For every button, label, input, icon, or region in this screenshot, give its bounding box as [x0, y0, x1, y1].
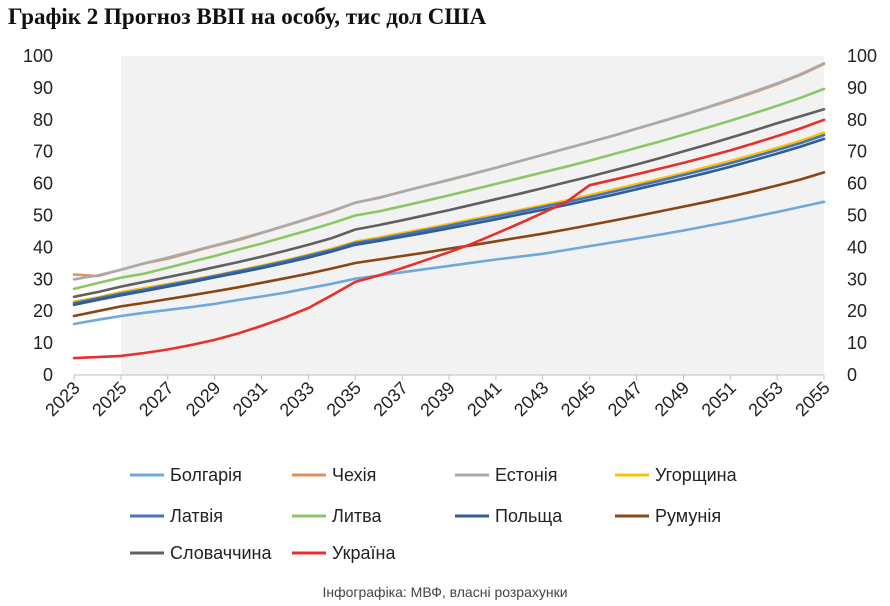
series-line-Литва [72, 87, 826, 291]
y-tick-label-left: 70 [33, 142, 53, 162]
y-tick-label-right: 60 [847, 174, 867, 194]
series-lines [72, 62, 826, 360]
x-tick-label: 2025 [88, 378, 130, 420]
y-tick-label-left: 0 [43, 365, 53, 385]
series-line-Латвія [72, 133, 826, 305]
y-tick-label-left: 100 [23, 46, 53, 66]
x-tick-label: 2047 [604, 378, 646, 420]
y-tick-label-left: 50 [33, 206, 53, 226]
y-tick-label-right: 0 [847, 365, 857, 385]
series-line-Румунія [72, 171, 826, 318]
source-note: Інфографіка: МВФ, власні розрахунки [322, 584, 568, 600]
x-tick-label: 2033 [276, 378, 318, 420]
legend-item: Болгарія [130, 465, 242, 485]
y-tick-label-right: 100 [847, 46, 877, 66]
legend-label: Україна [332, 543, 396, 563]
x-tick-label: 2045 [557, 378, 599, 420]
x-tick-label: 2053 [744, 378, 786, 420]
legend-item: Чехія [292, 465, 376, 485]
series-line-Естонія [72, 62, 826, 281]
legend-item: Литва [292, 506, 382, 526]
series-line-Болгарія [72, 200, 826, 326]
series-line-Словаччина [72, 108, 826, 299]
legend-item: Польща [455, 506, 563, 526]
legend-label: Словаччина [170, 543, 272, 563]
legend-item: Угорщина [615, 465, 738, 485]
y-tick-label-left: 10 [33, 333, 53, 353]
legend-item: Словаччина [130, 543, 272, 563]
x-tick-label: 2049 [651, 378, 693, 420]
legend-item: Латвія [130, 506, 223, 526]
y-tick-label-right: 20 [847, 301, 867, 321]
series-line-Україна [72, 118, 826, 360]
forecast-shaded-area [120, 56, 824, 375]
legend-item: Румунія [615, 506, 721, 526]
series-line-Польща [72, 137, 826, 307]
x-tick-label: 2041 [463, 378, 505, 420]
y-tick-label-right: 30 [847, 269, 867, 289]
x-tick-label: 2055 [791, 378, 833, 420]
x-axis: 2023 2025 2027 2029 2031 2033 2035 2037 2039 2041… [41, 374, 834, 420]
legend-label: Чехія [332, 465, 376, 485]
y-tick-label-right: 70 [847, 142, 867, 162]
legend-label: Угорщина [655, 465, 738, 485]
y-tick-label-right: 40 [847, 237, 867, 257]
y-tick-label-left: 60 [33, 174, 53, 194]
y-axis-left: 0 10 20 30 40 50 60 70 80 90 100 [23, 46, 53, 385]
legend-label: Латвія [170, 506, 223, 526]
x-tick-label: 2037 [369, 378, 411, 420]
y-axis-right: 0 10 20 30 40 50 60 70 80 90 100 [847, 46, 877, 385]
x-tick-label: 2027 [135, 378, 177, 420]
legend-label: Литва [332, 506, 382, 526]
x-tick-label: 2043 [510, 378, 552, 420]
legend-item: Україна [292, 543, 396, 563]
chart-title: Графік 2 Прогноз ВВП на особу, тис дол С… [8, 4, 487, 29]
legend-label: Естонія [495, 465, 558, 485]
y-tick-label-left: 20 [33, 301, 53, 321]
x-tick-label: 2051 [698, 378, 740, 420]
y-tick-label-left: 90 [33, 78, 53, 98]
y-tick-label-left: 40 [33, 237, 53, 257]
x-tick-label: 2035 [323, 378, 365, 420]
y-tick-label-right: 50 [847, 206, 867, 226]
y-tick-label-left: 30 [33, 269, 53, 289]
x-tick-label: 2039 [416, 378, 458, 420]
y-tick-label-right: 90 [847, 78, 867, 98]
y-tick-label-right: 80 [847, 110, 867, 130]
legend-label: Польща [495, 506, 563, 526]
x-tick-label: 2029 [182, 378, 224, 420]
legend-label: Болгарія [170, 465, 242, 485]
x-tick-label: 2031 [229, 378, 271, 420]
legend-label: Румунія [655, 506, 721, 526]
y-tick-label-right: 10 [847, 333, 867, 353]
y-tick-label-left: 80 [33, 110, 53, 130]
legend: Болгарія Чехія Естонія Угорщина Латвія Литва П… [130, 465, 738, 563]
legend-item: Естонія [455, 465, 558, 485]
